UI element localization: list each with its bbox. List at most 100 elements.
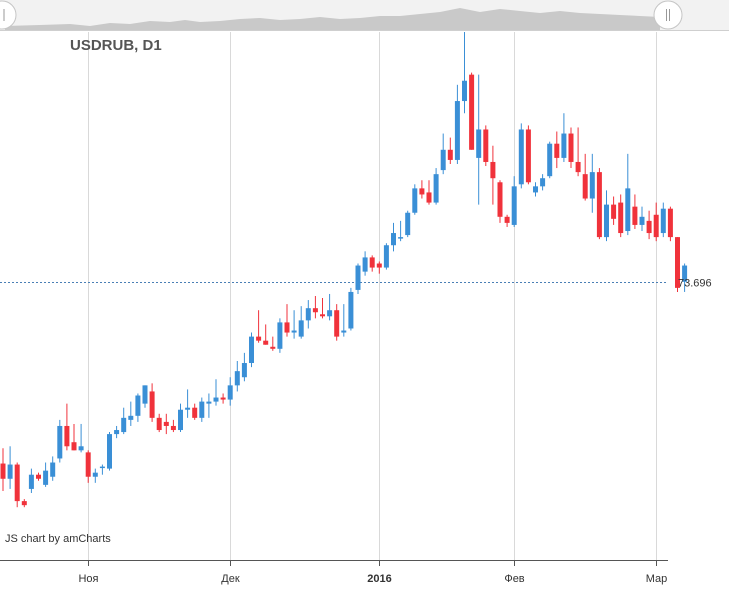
candle[interactable]: [149, 383, 155, 422]
candle[interactable]: [142, 385, 148, 408]
candle[interactable]: [504, 214, 510, 227]
candle[interactable]: [525, 125, 531, 185]
candle[interactable]: [227, 377, 233, 406]
candle[interactable]: [71, 423, 77, 451]
candle[interactable]: [263, 324, 269, 345]
candle[interactable]: [660, 202, 666, 238]
candle[interactable]: [163, 413, 169, 435]
candle[interactable]: [291, 310, 297, 339]
candle[interactable]: [85, 450, 91, 483]
candle[interactable]: [433, 168, 439, 205]
candle[interactable]: [476, 74, 482, 205]
candle[interactable]: [107, 432, 112, 471]
candle[interactable]: [426, 180, 432, 205]
candle[interactable]: [589, 153, 595, 213]
candle[interactable]: [440, 133, 446, 175]
candle[interactable]: [284, 304, 290, 337]
candle[interactable]: [178, 403, 183, 433]
candle[interactable]: [682, 263, 688, 292]
candle[interactable]: [554, 131, 560, 169]
candle[interactable]: [114, 425, 120, 439]
candle[interactable]: [57, 419, 63, 463]
candle[interactable]: [348, 287, 354, 331]
candle[interactable]: [305, 300, 311, 329]
candle[interactable]: [249, 332, 254, 368]
candle[interactable]: [312, 296, 318, 319]
candle[interactable]: [490, 145, 496, 205]
candle[interactable]: [206, 393, 212, 418]
chart-credit[interactable]: JS chart by amCharts: [5, 533, 111, 545]
candle[interactable]: [199, 397, 205, 422]
candle[interactable]: [241, 352, 247, 382]
scrollbar-right-handle[interactable]: [653, 0, 683, 30]
candle[interactable]: [43, 462, 49, 487]
candle[interactable]: [213, 379, 219, 406]
candle[interactable]: [341, 304, 347, 337]
candle[interactable]: [667, 206, 673, 242]
candle[interactable]: [511, 176, 517, 227]
candle[interactable]: [611, 196, 617, 225]
candle[interactable]: [561, 113, 567, 162]
candle[interactable]: [0, 448, 6, 491]
candle[interactable]: [618, 194, 624, 238]
candle[interactable]: [383, 243, 389, 270]
candle[interactable]: [36, 472, 41, 481]
candle[interactable]: [327, 293, 333, 321]
candle[interactable]: [50, 456, 56, 481]
candle[interactable]: [135, 393, 141, 422]
candle[interactable]: [156, 413, 162, 433]
candle[interactable]: [604, 190, 609, 242]
candle[interactable]: [412, 184, 418, 215]
candle[interactable]: [575, 127, 581, 177]
candle[interactable]: [170, 419, 176, 433]
candle[interactable]: [192, 403, 198, 420]
candle[interactable]: [547, 141, 553, 179]
candle[interactable]: [220, 393, 226, 404]
candle[interactable]: [270, 336, 276, 351]
candle[interactable]: [320, 298, 325, 319]
candle[interactable]: [632, 194, 638, 229]
candle[interactable]: [462, 32, 467, 114]
candle[interactable]: [355, 263, 361, 294]
candle[interactable]: [28, 468, 34, 493]
candle[interactable]: [540, 174, 546, 191]
candle[interactable]: [533, 182, 538, 197]
candle[interactable]: [21, 499, 27, 508]
candle[interactable]: [454, 84, 460, 164]
candle[interactable]: [582, 153, 588, 201]
candle[interactable]: [483, 125, 489, 167]
candle[interactable]: [497, 180, 503, 223]
candle[interactable]: [391, 222, 396, 252]
candle[interactable]: [362, 251, 368, 276]
candle[interactable]: [78, 423, 84, 453]
candle[interactable]: [14, 462, 20, 508]
candle[interactable]: [234, 360, 240, 392]
candle[interactable]: [185, 389, 191, 418]
candle[interactable]: [298, 306, 304, 339]
candle[interactable]: [405, 210, 411, 238]
candle[interactable]: [369, 255, 375, 272]
candle[interactable]: [518, 123, 524, 189]
candle[interactable]: [7, 446, 13, 489]
candle[interactable]: [334, 304, 340, 341]
candle[interactable]: [99, 464, 105, 475]
candle[interactable]: [419, 180, 425, 199]
candle[interactable]: [653, 202, 659, 242]
candle[interactable]: [256, 310, 262, 343]
candle[interactable]: [447, 137, 453, 164]
candle[interactable]: [646, 210, 652, 240]
candle[interactable]: [277, 318, 283, 353]
candle[interactable]: [639, 206, 645, 232]
scrollbar[interactable]: [0, 0, 729, 32]
candle[interactable]: [128, 401, 134, 426]
scrollbar-left-handle[interactable]: [0, 0, 17, 30]
candle[interactable]: [92, 468, 98, 483]
candle[interactable]: [121, 407, 127, 435]
candle[interactable]: [376, 261, 382, 274]
candle[interactable]: [64, 403, 70, 451]
candle[interactable]: [469, 72, 475, 150]
candle[interactable]: [675, 237, 680, 292]
candle[interactable]: [596, 168, 602, 240]
candle[interactable]: [398, 220, 404, 242]
candle[interactable]: [568, 127, 574, 169]
